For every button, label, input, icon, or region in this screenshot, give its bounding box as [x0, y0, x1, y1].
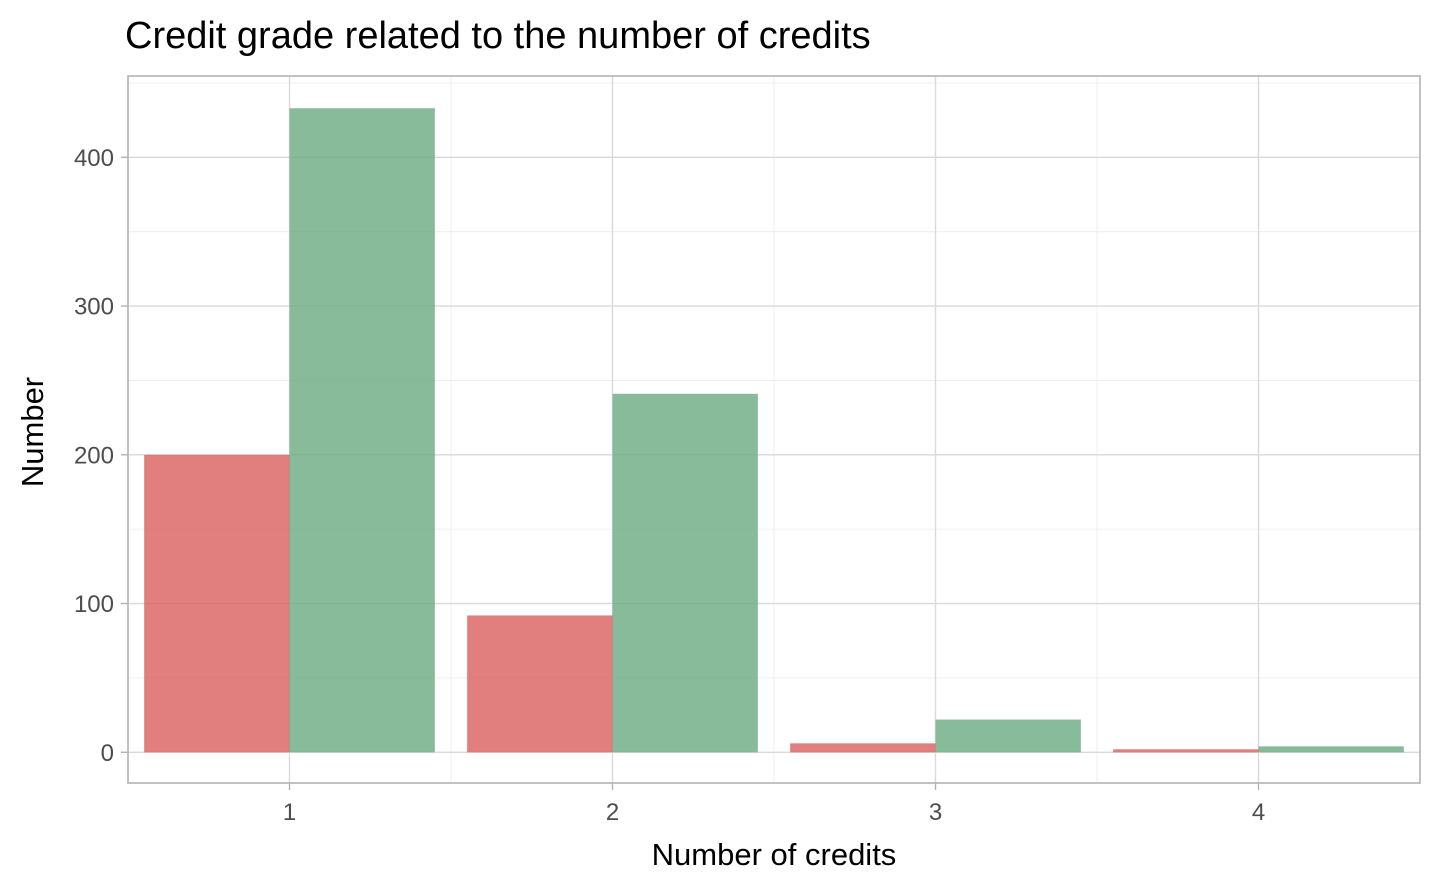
chart-title: Credit grade related to the number of cr… — [125, 15, 871, 57]
y-tick-label: 400 — [74, 145, 114, 172]
bar-series-1-cat-1 — [144, 454, 290, 753]
bar-series-2-cat-1 — [289, 108, 435, 753]
bar-series-1-cat-2 — [467, 615, 613, 753]
y-tick-label: 300 — [74, 294, 114, 321]
y-tick-label: 0 — [101, 740, 114, 767]
x-tick-label: 1 — [283, 799, 296, 826]
x-tick-label: 3 — [929, 799, 942, 826]
y-axis-title: Number — [15, 377, 50, 487]
y-axis: 0 100 200 300 400 — [74, 145, 128, 767]
x-axis-title: Number of credits — [652, 837, 897, 872]
x-tick-label: 4 — [1252, 799, 1265, 826]
panel-border — [127, 75, 1421, 784]
x-tick-label: 2 — [606, 799, 619, 826]
y-tick-label: 200 — [74, 442, 114, 469]
bars — [144, 108, 1404, 753]
y-tick-label: 100 — [74, 591, 114, 618]
bar-series-1-cat-4 — [1113, 749, 1259, 753]
bar-series-2-cat-3 — [935, 719, 1081, 753]
x-axis: 1 2 3 4 — [283, 783, 1265, 826]
bar-series-2-cat-2 — [612, 393, 758, 753]
bar-series-1-cat-3 — [790, 743, 936, 753]
plot-panel — [127, 75, 1421, 784]
bar-series-2-cat-4 — [1258, 746, 1404, 753]
